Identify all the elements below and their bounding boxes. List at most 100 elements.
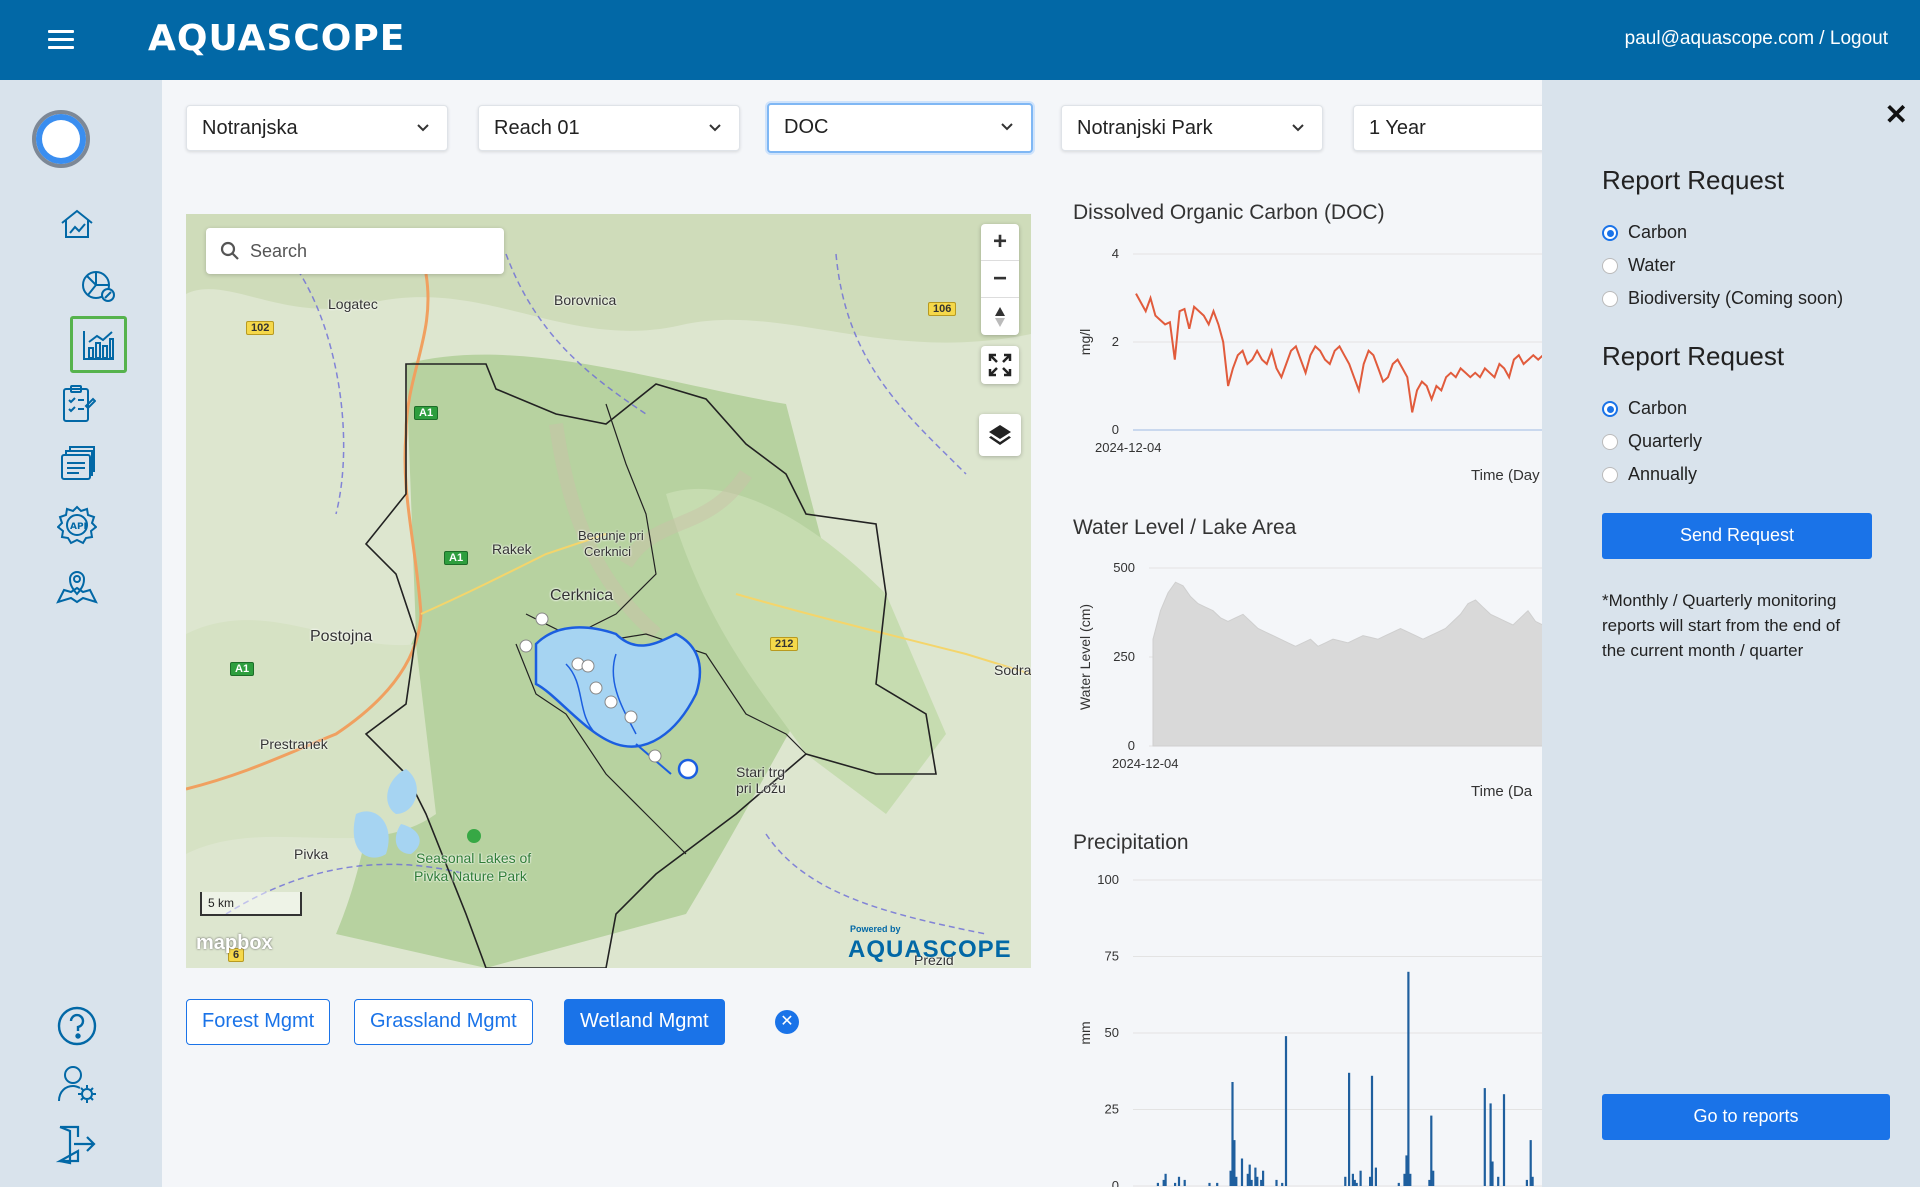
precip-bar <box>1246 1173 1249 1186</box>
water-area-chart: 500 250 0 Water Level (cm) 2024-12-04 Time (D… <box>1077 560 1543 800</box>
reach-value: Reach 01 <box>494 117 580 139</box>
precip-bar <box>1344 1176 1347 1186</box>
layers-icon <box>989 425 1011 445</box>
precip-bar <box>1409 1173 1412 1186</box>
precip-bar <box>1281 1182 1284 1186</box>
place-label: Pivka <box>294 846 329 862</box>
map-icon[interactable] <box>54 565 100 609</box>
analytics-pie-icon[interactable] <box>78 265 118 305</box>
clear-selection-button[interactable]: ✕ <box>775 1010 799 1034</box>
bar-chart-icon[interactable] <box>70 316 127 373</box>
documents-icon[interactable] <box>56 442 100 486</box>
separator: / <box>1814 28 1830 49</box>
map-view[interactable]: Search + − Logatec Borovnica Rakek Begun… <box>186 214 1031 968</box>
precip-bar <box>1403 1173 1406 1186</box>
radio-indicator <box>1602 224 1618 241</box>
fullscreen-icon <box>988 353 1012 377</box>
precip-bar <box>1374 1167 1377 1186</box>
precip-bar <box>1529 1140 1532 1186</box>
doc-chart-title: Dissolved Organic Carbon (DOC) <box>1073 201 1385 224</box>
precip-bar <box>1359 1170 1362 1186</box>
place-label: Logatec <box>328 296 378 312</box>
help-icon[interactable] <box>54 1003 100 1049</box>
grassland-mgmt-button[interactable]: Grassland Mgmt <box>354 999 533 1045</box>
zoom-control: + − <box>981 224 1019 335</box>
precip-bar <box>1235 1176 1238 1186</box>
precip-bar <box>1432 1170 1435 1186</box>
user-email[interactable]: paul@aquascope.com <box>1624 28 1815 49</box>
radio-indicator <box>1602 433 1618 450</box>
precip-bar <box>1284 1036 1288 1186</box>
y-tick-label: 500 <box>1113 560 1135 575</box>
y-tick-label: 25 <box>1105 1102 1119 1117</box>
parameter-select[interactable]: DOC <box>767 103 1033 153</box>
report-checklist-icon[interactable] <box>56 382 100 426</box>
radio-label: Water <box>1628 255 1676 275</box>
map-search-input[interactable]: Search <box>206 228 504 274</box>
precip-bar <box>1233 1140 1236 1186</box>
precip-bar <box>1348 1072 1351 1186</box>
precip-bar <box>1491 1161 1494 1186</box>
go-to-reports-button[interactable]: Go to reports <box>1602 1094 1890 1140</box>
precip-bar <box>1260 1179 1263 1186</box>
precip-bar <box>1216 1182 1219 1186</box>
user-nav: paul@aquascope.com / Logout <box>1625 28 1888 50</box>
precip-bar <box>1177 1176 1181 1186</box>
park-select[interactable]: Notranjski Park <box>1061 105 1323 151</box>
road-shield: 102 <box>246 321 275 335</box>
compass-button[interactable] <box>981 298 1019 335</box>
logout-link[interactable]: Logout <box>1829 28 1888 49</box>
place-label: Begunje pri <box>578 528 644 543</box>
precip-bar <box>1370 1075 1374 1186</box>
precip-bar <box>1229 1170 1232 1186</box>
park-value: Notranjski Park <box>1077 117 1213 139</box>
user-settings-icon[interactable] <box>54 1062 100 1106</box>
radio-quarterly[interactable]: Quarterly <box>1602 431 1702 452</box>
logout-icon[interactable] <box>54 1121 100 1167</box>
report-request-title: Report Request <box>1602 165 1785 195</box>
place-label: Borovnica <box>554 292 617 308</box>
app-logo: AQUASCOPE <box>148 18 406 59</box>
road-shield: A1 <box>444 551 469 565</box>
y-tick-label: 75 <box>1105 949 1119 964</box>
wetland-mgmt-button[interactable]: Wetland Mgmt <box>564 999 725 1045</box>
precip-bar <box>1275 1179 1278 1186</box>
status-avatar[interactable] <box>32 110 90 168</box>
send-request-button[interactable]: Send Request <box>1602 513 1872 559</box>
home-icon[interactable] <box>55 202 99 246</box>
precip-bar <box>1231 1082 1234 1186</box>
y-tick-label: 50 <box>1105 1025 1119 1040</box>
radio-water[interactable]: Water <box>1602 255 1675 276</box>
report-request-panel: ✕ Report Request Carbon Water Biodiversi… <box>1542 80 1920 1187</box>
radio-carbon[interactable]: Carbon <box>1602 222 1687 243</box>
precip-bar <box>1254 1167 1257 1186</box>
close-panel-button[interactable]: ✕ <box>1884 99 1908 130</box>
place-label: Cerknici <box>584 544 631 559</box>
menu-icon[interactable] <box>48 30 74 50</box>
sidebar: API <box>0 80 162 1187</box>
region-select[interactable]: Notranjska <box>186 105 448 151</box>
radio-biodiversity[interactable]: Biodiversity (Coming soon) <box>1602 288 1843 309</box>
map-scale: 5 km <box>200 892 302 916</box>
period-select[interactable]: 1 Year <box>1353 105 1553 151</box>
place-label: Prestranek <box>260 736 328 752</box>
mapbox-attribution[interactable]: mapbox <box>196 932 273 954</box>
place-label: Seasonal Lakes of <box>416 850 532 866</box>
radio-annually[interactable]: Annually <box>1602 464 1697 485</box>
water-chart-title: Water Level / Lake Area <box>1073 516 1297 539</box>
precip-bar <box>1164 1173 1167 1186</box>
fullscreen-button[interactable] <box>981 346 1019 384</box>
radio-label: Quarterly <box>1628 431 1703 451</box>
api-icon[interactable]: API <box>54 502 100 548</box>
region-value: Notranjska <box>202 117 298 139</box>
reach-select[interactable]: Reach 01 <box>478 105 740 151</box>
zoom-out-button[interactable]: − <box>981 261 1019 298</box>
search-icon <box>220 241 239 260</box>
layers-button[interactable] <box>979 414 1021 456</box>
y-tick-label: 100 <box>1097 872 1119 887</box>
forest-mgmt-button[interactable]: Forest Mgmt <box>186 999 331 1045</box>
precip-bar <box>1174 1182 1177 1186</box>
zoom-in-button[interactable]: + <box>981 224 1019 261</box>
radio-carbon-frequency[interactable]: Carbon <box>1602 398 1687 419</box>
precip-bar <box>1183 1179 1186 1186</box>
